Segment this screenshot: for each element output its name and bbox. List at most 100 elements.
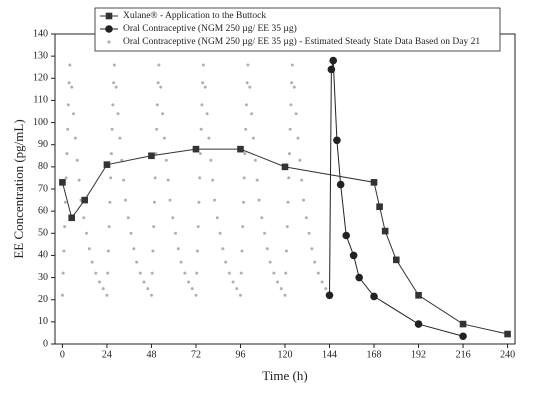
data-point xyxy=(370,292,378,301)
legend-label: Oral Contraceptive (NGM 250 µg/ EE 35 µg… xyxy=(123,23,297,34)
data-point xyxy=(324,287,328,291)
plot-frame xyxy=(54,33,516,345)
data-point xyxy=(155,127,159,131)
data-point xyxy=(63,225,67,229)
data-point xyxy=(148,152,155,160)
data-point xyxy=(183,271,187,275)
data-point xyxy=(294,112,298,116)
data-point xyxy=(198,176,202,180)
data-point xyxy=(248,85,252,89)
data-point xyxy=(73,136,77,140)
data-point xyxy=(142,280,146,284)
y-tick-label: 80 xyxy=(38,161,48,172)
y-tick-label: 30 xyxy=(38,272,48,283)
data-point xyxy=(60,293,64,297)
data-point xyxy=(316,271,320,275)
data-point xyxy=(129,231,133,235)
data-point xyxy=(240,249,244,253)
data-point xyxy=(213,198,217,202)
data-point xyxy=(290,81,294,85)
data-point xyxy=(195,249,199,253)
data-point xyxy=(106,249,110,253)
y-tick-label: 10 xyxy=(38,316,48,327)
data-point xyxy=(81,196,88,204)
data-point xyxy=(211,178,215,182)
data-point xyxy=(245,81,249,85)
x-tick-label: 192 xyxy=(411,349,426,360)
data-point xyxy=(138,271,142,275)
data-point xyxy=(221,247,225,251)
x-tick-label: 96 xyxy=(235,349,245,360)
data-point xyxy=(218,231,222,235)
data-point xyxy=(62,249,66,253)
data-point xyxy=(241,200,245,204)
data-point xyxy=(201,63,205,67)
x-tick-label: 144 xyxy=(322,349,337,360)
series-0 xyxy=(59,145,511,338)
legend-box xyxy=(94,7,501,52)
data-point xyxy=(279,287,283,291)
data-point xyxy=(120,158,124,162)
data-point xyxy=(244,127,248,131)
data-point xyxy=(203,85,207,89)
legend-marker xyxy=(105,12,113,20)
data-point xyxy=(253,158,257,162)
data-point xyxy=(349,251,358,260)
data-point xyxy=(283,293,287,297)
data-point xyxy=(200,103,204,107)
data-point xyxy=(66,127,70,131)
data-point xyxy=(68,63,72,67)
data-point xyxy=(109,152,113,156)
x-tick-label: 24 xyxy=(102,349,112,360)
data-point xyxy=(110,127,114,131)
data-point xyxy=(111,103,115,107)
data-point xyxy=(241,225,245,229)
data-point xyxy=(64,176,68,180)
data-point xyxy=(98,280,102,284)
data-point xyxy=(198,152,202,156)
legend: Xulane® - Application to the Buttock Oral… xyxy=(94,7,501,52)
data-point xyxy=(215,216,219,220)
data-point xyxy=(355,273,363,282)
data-point xyxy=(459,332,467,341)
data-point xyxy=(325,291,334,300)
data-point xyxy=(296,136,300,140)
data-point xyxy=(90,260,94,264)
data-point xyxy=(415,291,422,299)
data-point xyxy=(187,280,191,284)
y-tick-label: 130 xyxy=(33,50,48,61)
data-point xyxy=(370,179,378,186)
data-point xyxy=(151,249,155,253)
data-point xyxy=(82,216,86,220)
data-point xyxy=(201,81,205,85)
data-point xyxy=(152,200,156,204)
data-point xyxy=(255,178,259,182)
data-point xyxy=(205,112,209,116)
data-point xyxy=(376,203,383,211)
data-point xyxy=(66,103,70,107)
data-point xyxy=(257,198,261,202)
data-point xyxy=(246,63,250,67)
data-point xyxy=(310,247,314,251)
data-point xyxy=(235,287,239,291)
data-point xyxy=(289,103,293,107)
data-point xyxy=(106,271,110,275)
data-point xyxy=(179,260,183,264)
data-point xyxy=(105,293,109,297)
data-point xyxy=(67,81,71,85)
data-point xyxy=(284,249,288,253)
data-point xyxy=(190,287,194,291)
data-point xyxy=(171,216,175,220)
data-point xyxy=(77,178,81,182)
data-point xyxy=(307,231,311,235)
data-point xyxy=(61,271,65,275)
data-point xyxy=(116,112,120,116)
data-point xyxy=(265,247,269,251)
legend-marker xyxy=(107,40,111,44)
data-point xyxy=(108,200,112,204)
data-point xyxy=(153,176,157,180)
data-point xyxy=(123,198,127,202)
data-point xyxy=(392,256,400,264)
data-point xyxy=(290,63,294,67)
data-point xyxy=(199,127,203,131)
